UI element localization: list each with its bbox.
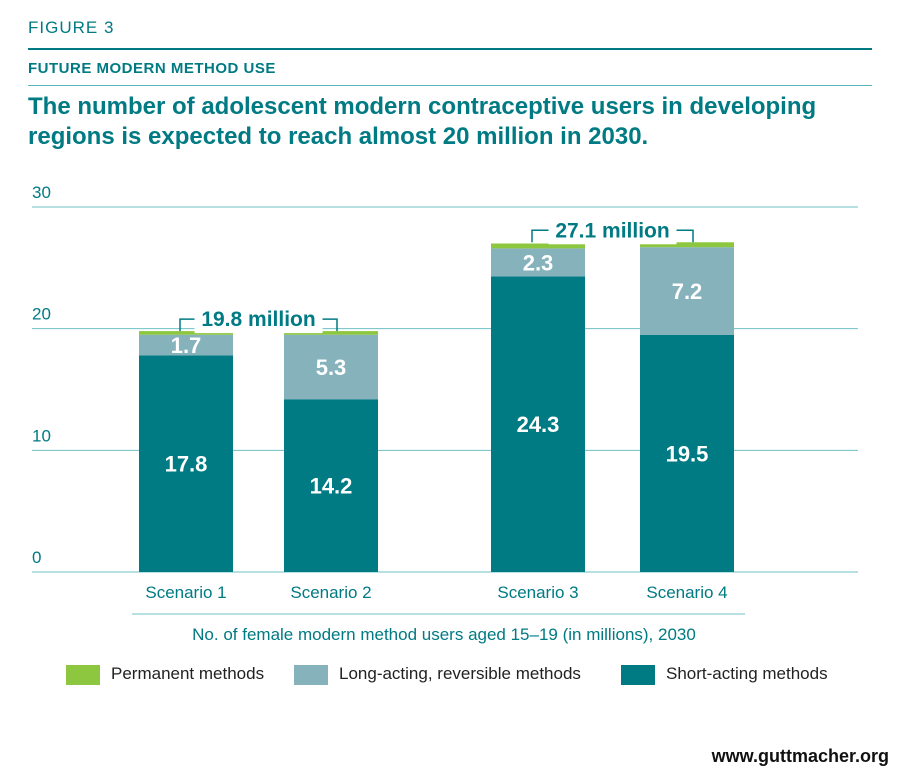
legend-label-permanent: Permanent methods <box>111 664 265 683</box>
y-tick-label-20: 20 <box>32 305 51 324</box>
bar-1-short-acting-methods <box>139 355 233 572</box>
figure-subtitle: FUTURE MODERN METHOD USE <box>28 60 276 77</box>
bars: 17.8 1.7 14.2 5.3 24.3 2.3 19.5 7.2 <box>139 242 734 572</box>
data-label-1-1: 1.7 <box>171 333 202 358</box>
legend-swatch-permanent <box>66 665 100 685</box>
data-label-4-1: 7.2 <box>672 279 703 304</box>
bar-3-long-acting-reversible-methods <box>491 248 585 277</box>
x-tick-label-2: Scenario 2 <box>290 583 371 602</box>
x-tick-label-4: Scenario 4 <box>646 583 727 602</box>
total-brackets: 19.8 million 27.1 million <box>179 216 694 334</box>
bar-2-long-acting-reversible-methods <box>284 334 378 400</box>
figure-label: FIGURE 3 <box>28 18 115 37</box>
data-label-3-1: 2.3 <box>523 250 554 275</box>
data-label-2-0: 14.2 <box>310 474 353 499</box>
y-axis-ticks: 0 10 20 30 <box>32 183 51 567</box>
bracket-label-1: 19.8 million <box>201 308 315 331</box>
bar-3-short-acting-methods <box>491 276 585 572</box>
x-tick-label-3: Scenario 3 <box>497 583 578 602</box>
bar-4-permanent-methods <box>640 242 734 248</box>
bar-3-permanent-methods <box>491 243 585 249</box>
bar-4-long-acting-reversible-methods <box>640 247 734 335</box>
bracket-label-bg-2 <box>548 216 677 245</box>
data-label-1-0: 17.8 <box>165 452 208 477</box>
y-tick-label-0: 0 <box>32 548 41 567</box>
subtitle-rule <box>28 85 872 86</box>
figure-title: The number of adolescent modern contrace… <box>28 93 817 150</box>
bracket-label-2: 27.1 million <box>555 219 669 242</box>
bar-4-short-acting-methods <box>640 334 734 572</box>
bar-2-short-acting-methods <box>284 399 378 572</box>
bar-2-permanent-methods <box>284 331 378 335</box>
bar-1-permanent-methods <box>139 331 233 335</box>
y-tick-label-10: 10 <box>32 426 51 445</box>
legend-label-long-acting: Long-acting, reversible methods <box>339 664 581 683</box>
bracket-label-bg-1 <box>194 305 323 334</box>
data-label-4-0: 19.5 <box>666 441 709 466</box>
x-tick-label-1: Scenario 1 <box>145 583 226 602</box>
x-axis-label: No. of female modern method users aged 1… <box>192 625 696 644</box>
source-url: www.guttmacher.org <box>711 746 889 766</box>
legend-swatch-short-acting <box>621 665 655 685</box>
stacked-bar-chart: 0 10 20 30 17.8 1.7 14.2 5.3 24.3 2.3 19.5 7.2 19.… <box>32 183 858 644</box>
data-label-3-0: 24.3 <box>517 412 560 437</box>
header-rule <box>28 48 872 50</box>
data-label-2-1: 5.3 <box>316 355 347 380</box>
legend-swatch-long-acting <box>294 665 328 685</box>
y-tick-label-30: 30 <box>32 183 51 202</box>
legend-label-short-acting: Short-acting methods <box>666 664 828 683</box>
x-axis-ticks: Scenario 1 Scenario 2 Scenario 3 Scenario 4 <box>132 583 745 615</box>
bar-1-long-acting-reversible-methods <box>139 334 233 356</box>
